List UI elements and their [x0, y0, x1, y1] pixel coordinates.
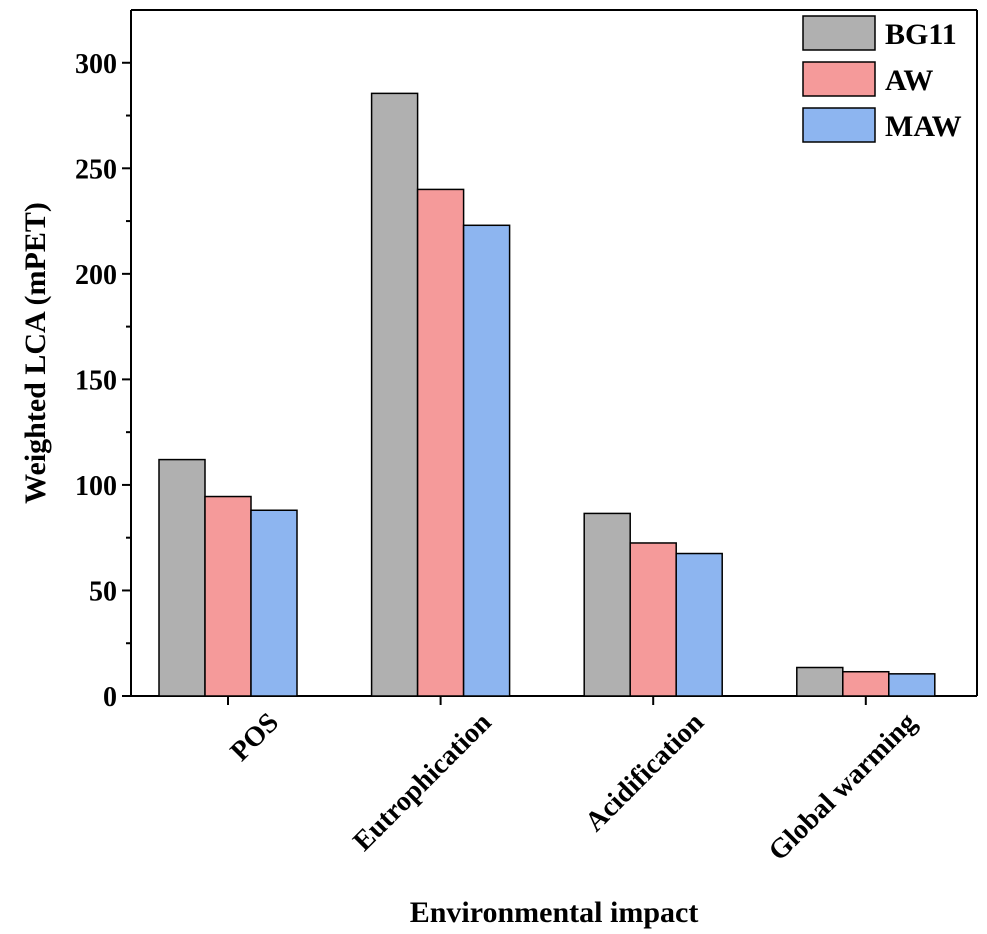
bar-aw-acidification	[629, 542, 677, 697]
y-tick-label: 100	[75, 471, 117, 502]
bars-group	[158, 92, 936, 697]
y-tick-label: 50	[89, 576, 117, 607]
legend-swatch-bg11	[802, 15, 876, 51]
y-tick-label: 150	[75, 365, 117, 396]
legend-label-bg11: BG11	[885, 18, 957, 51]
x-category-label: Acidification	[579, 707, 710, 838]
y-tick-label: 200	[75, 260, 117, 291]
bar-maw-eutrophication	[462, 224, 511, 697]
y-tick-label: 300	[75, 49, 117, 80]
bar-aw-pos	[204, 495, 252, 697]
x-axis-title: Environmental impact	[410, 896, 699, 929]
bar-aw-global-warming	[842, 670, 890, 697]
y-tick-label: 0	[103, 682, 117, 713]
x-category-label: Global warming	[763, 707, 923, 867]
x-axis-ticks: POS Eutrophication Acidification Global war…	[225, 696, 923, 867]
bar-aw-eutrophication	[416, 188, 465, 697]
bar-maw-acidification	[675, 552, 723, 697]
bar-maw-pos	[250, 509, 298, 697]
bar-bg11-global-warming	[796, 666, 844, 697]
legend-swatch-aw	[802, 61, 876, 97]
y-tick-label: 250	[75, 154, 117, 185]
y-axis-ticks: 0 50 100 150 200 250 300	[75, 49, 131, 713]
x-category-label: POS	[225, 707, 285, 767]
bar-bg11-eutrophication	[370, 92, 419, 697]
bar-bg11-acidification	[583, 512, 631, 697]
bar-maw-global-warming	[888, 673, 936, 697]
legend-swatch-maw	[802, 107, 876, 143]
legend: BG11 AW MAW	[802, 15, 962, 143]
y-axis-title: Weighted LCA (mPET)	[19, 202, 52, 504]
legend-label-maw: MAW	[885, 110, 962, 143]
legend-label-aw: AW	[885, 64, 933, 97]
x-category-label: Eutrophication	[347, 707, 498, 858]
bar-bg11-pos	[158, 458, 206, 697]
